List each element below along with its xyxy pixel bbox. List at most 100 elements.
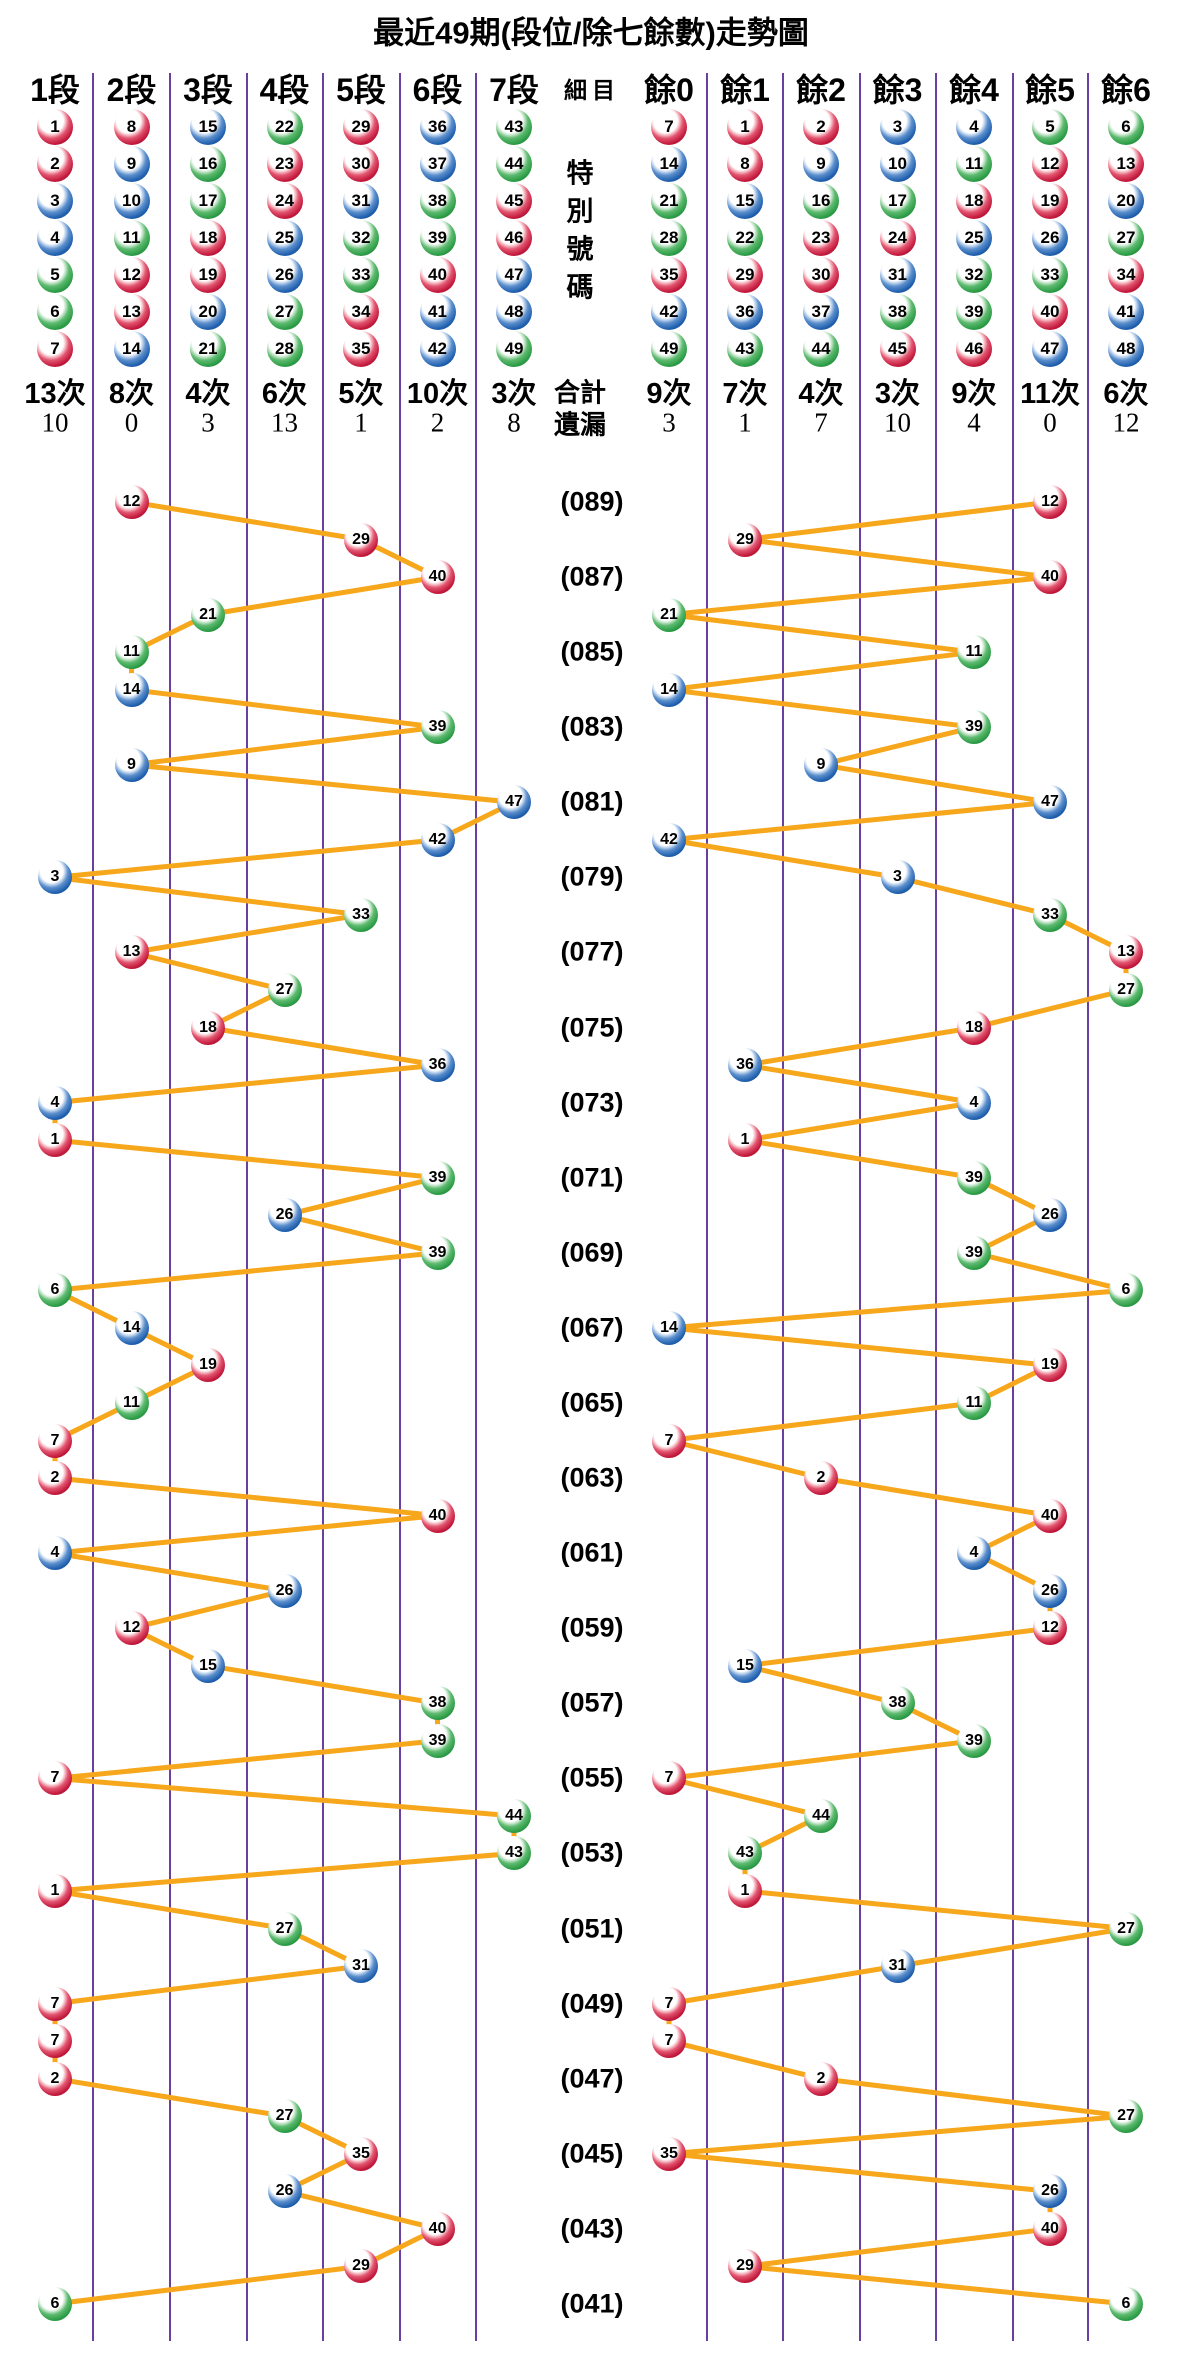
chart-ball-remainder: 40 [1033, 1498, 1067, 1533]
page-title: 最近49期(段位/除七餘數)走勢圖 [373, 15, 809, 51]
chart-ball-remainder: 26 [1033, 2174, 1067, 2209]
chart-ball-segment: 40 [420, 2211, 455, 2246]
chart-ball-segment: 9 [114, 747, 149, 782]
palette-ball: 14 [113, 331, 150, 367]
special-number-vertical-label: 特 [566, 158, 594, 189]
column-header-segment: 5段 [336, 72, 386, 108]
palette-ball: 20 [1108, 183, 1144, 219]
chart-ball-remainder: 38 [880, 1686, 915, 1721]
chart-ball-segment: 18 [191, 1010, 225, 1045]
column-header-segment: 7段 [489, 72, 539, 108]
column-separator-line [935, 73, 937, 2341]
period-label: (079) [560, 861, 624, 892]
remainder-missing: 1 [738, 407, 752, 438]
period-label: (041) [560, 2288, 624, 2319]
chart-ball-remainder: 47 [1033, 785, 1067, 820]
column-header-remainder: 餘6 [1101, 72, 1151, 108]
chart-ball-remainder: 7 [652, 1423, 686, 1458]
chart-ball-segment: 31 [344, 1949, 378, 1984]
palette-ball: 30 [343, 146, 379, 182]
column-header-remainder: 餘0 [644, 72, 694, 108]
palette-ball: 48 [1108, 331, 1144, 367]
palette-ball: 33 [1032, 257, 1068, 293]
palette-ball: 10 [113, 183, 150, 219]
chart-ball-remainder: 40 [1033, 2211, 1067, 2246]
palette-ball: 9 [113, 146, 150, 182]
chart-ball-segment: 2 [38, 2061, 72, 2096]
palette-ball: 23 [803, 220, 839, 256]
chart-ball-remainder: 7 [652, 2024, 686, 2059]
segment-missing: 0 [124, 407, 139, 438]
palette-ball: 28 [266, 331, 303, 367]
segment-missing: 2 [430, 407, 445, 438]
period-label: (075) [560, 1012, 624, 1043]
chart-ball-remainder: 35 [652, 2136, 686, 2171]
palette-ball: 44 [496, 146, 532, 182]
palette-ball: 25 [266, 220, 303, 256]
palette-ball: 3 [879, 109, 916, 145]
remainder-missing: 12 [1112, 407, 1140, 438]
chart-ball-segment: 44 [497, 1798, 531, 1833]
palette-ball: 25 [956, 220, 992, 256]
palette-ball: 22 [266, 109, 303, 145]
palette-ball: 21 [190, 331, 226, 367]
chart-ball-remainder: 2 [804, 2061, 838, 2096]
palette-ball: 15 [727, 183, 763, 219]
chart-ball-remainder: 29 [728, 2249, 762, 2284]
chart-ball-segment: 3 [38, 860, 72, 895]
palette-ball: 33 [343, 257, 379, 293]
chart-ball-segment: 29 [344, 522, 378, 557]
palette-ball: 11 [956, 146, 992, 182]
palette-ball: 45 [879, 331, 916, 367]
chart-ball-remainder: 27 [1109, 1911, 1143, 1946]
chart-ball-remainder: 3 [880, 860, 915, 895]
palette-ball: 42 [419, 331, 456, 367]
special-number-vertical-label: 碼 [566, 272, 594, 303]
palette-ball: 44 [803, 331, 839, 367]
column-header-remainder: 餘3 [872, 72, 923, 108]
palette-ball: 5 [1032, 109, 1068, 145]
chart-ball-remainder: 39 [957, 1235, 991, 1270]
palette-ball: 48 [496, 294, 532, 330]
remainder-missing: 0 [1043, 407, 1057, 438]
segment-count: 4次 [185, 378, 231, 410]
column-header-segment: 4段 [259, 72, 310, 108]
palette-ball: 27 [266, 294, 303, 330]
chart-ball-segment: 26 [267, 1198, 302, 1233]
palette-ball: 15 [190, 109, 226, 145]
chart-ball-remainder: 39 [957, 710, 991, 745]
palette-ball: 30 [803, 257, 839, 293]
chart-ball-segment: 39 [420, 1723, 455, 1758]
chart-ball-segment: 43 [497, 1836, 531, 1871]
palette-ball: 11 [113, 220, 150, 256]
chart-ball-segment: 27 [267, 973, 302, 1008]
chart-ball-remainder: 27 [1109, 2099, 1143, 2134]
chart-ball-segment: 35 [344, 2136, 378, 2171]
remainder-count: 7次 [722, 378, 768, 410]
chart-ball-segment: 14 [114, 1310, 149, 1345]
special-number-vertical-label: 別 [566, 196, 594, 227]
chart-ball-segment: 2 [38, 1461, 72, 1496]
palette-ball: 7 [37, 331, 73, 367]
period-label: (087) [560, 561, 624, 592]
chart-ball-segment: 12 [114, 485, 149, 519]
period-label: (089) [560, 486, 624, 517]
column-header-segment: 3段 [183, 72, 233, 108]
chart-ball-remainder: 31 [880, 1949, 915, 1984]
chart-ball-segment: 7 [38, 2024, 72, 2059]
period-label: (067) [560, 1312, 624, 1343]
chart-ball-segment: 1 [38, 1873, 72, 1908]
palette-ball: 22 [727, 220, 763, 256]
palette-ball: 36 [727, 294, 763, 330]
period-label: (073) [560, 1087, 624, 1118]
palette-ball: 26 [1032, 220, 1068, 256]
palette-ball: 35 [651, 257, 687, 293]
column-separator-line [398, 73, 401, 2341]
palette-ball: 49 [651, 331, 687, 367]
palette-ball: 12 [113, 257, 150, 293]
palette-ball: 8 [727, 146, 763, 182]
chart-ball-remainder: 36 [728, 1048, 762, 1083]
palette-ball: 40 [1032, 294, 1068, 330]
chart-ball-remainder: 11 [957, 1385, 991, 1420]
palette-ball: 18 [190, 220, 226, 256]
